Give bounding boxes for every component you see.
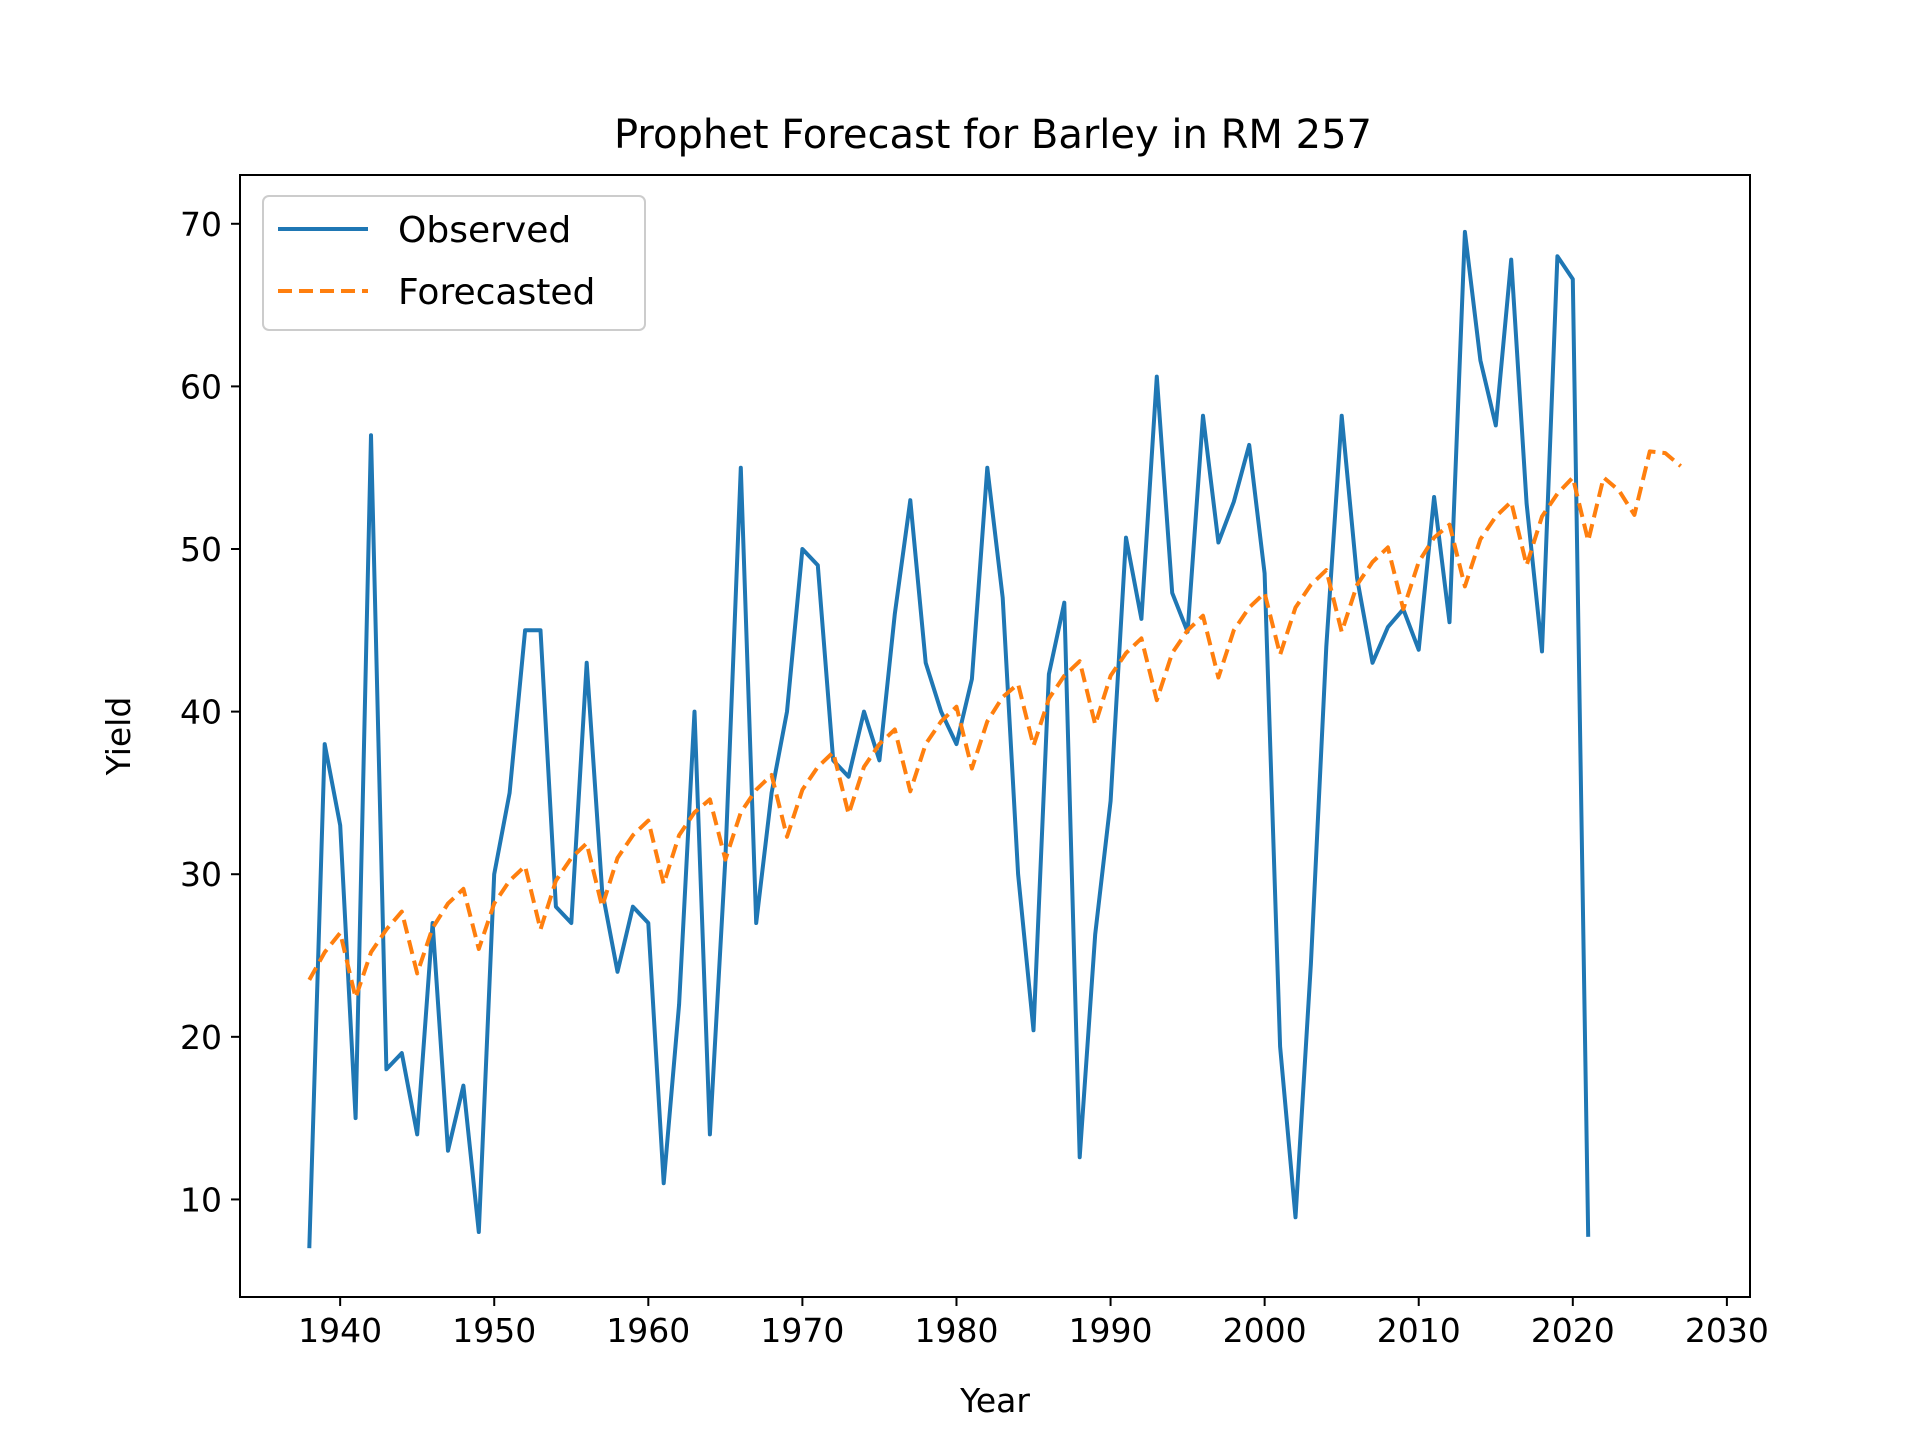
- legend: Observed Forecasted: [262, 195, 646, 331]
- x-tick-label: 2010: [1377, 1311, 1461, 1350]
- x-tick-label: 1940: [298, 1311, 382, 1350]
- y-axis: 10 20 30 40 50 60 70: [180, 205, 240, 1219]
- series-line-forecasted: [307, 449, 1682, 1000]
- x-axis: 1940 1950 1960 1970 1980 1990 2000 2010 2020 2030: [298, 1297, 1769, 1350]
- series-line-observed: [307, 229, 1591, 1249]
- x-tick-label: 2030: [1685, 1311, 1769, 1350]
- x-tick-label: 1980: [914, 1311, 998, 1350]
- x-tick-label: 1960: [606, 1311, 690, 1350]
- plot-frame: [239, 174, 1751, 1298]
- y-tick-label: 50: [180, 530, 222, 569]
- legend-label-observed: Observed: [398, 210, 571, 251]
- y-axis-label: Yield: [99, 697, 138, 777]
- y-tick-label: 60: [180, 367, 222, 406]
- x-tick-label: 1970: [760, 1311, 844, 1350]
- x-tick-label: 1950: [452, 1311, 536, 1350]
- plot-area: [307, 229, 1682, 1249]
- legend-label-forecasted: Forecasted: [398, 272, 595, 313]
- chart-title: Prophet Forecast for Barley in RM 257: [614, 112, 1372, 158]
- y-tick-label: 30: [180, 855, 222, 894]
- x-tick-label: 2020: [1531, 1311, 1615, 1350]
- y-tick-label: 70: [180, 205, 222, 244]
- x-axis-label: Year: [959, 1381, 1030, 1420]
- y-tick-label: 20: [180, 1018, 222, 1057]
- x-tick-label: 1990: [1069, 1311, 1153, 1350]
- y-tick-label: 10: [180, 1180, 222, 1219]
- x-tick-label: 2000: [1223, 1311, 1307, 1350]
- y-tick-label: 40: [180, 693, 222, 732]
